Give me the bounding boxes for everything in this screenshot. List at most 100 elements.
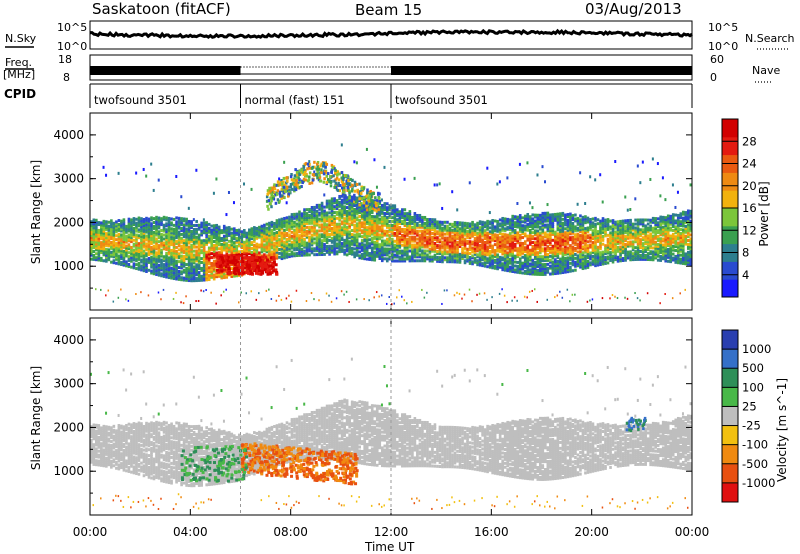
power-cell (345, 196, 349, 200)
power-cell (335, 244, 339, 248)
power-cell (448, 222, 452, 226)
power-cell (315, 237, 319, 241)
power-cell (260, 238, 264, 242)
power-cell (137, 224, 141, 228)
power-cell (275, 299, 278, 302)
power-cell (315, 247, 319, 251)
power-cell (147, 229, 151, 233)
power-cell (210, 252, 213, 256)
power-cell (100, 237, 103, 241)
power-cell (235, 238, 239, 242)
power-cell (145, 246, 148, 250)
power-cell (268, 237, 271, 241)
power-cell (248, 252, 251, 256)
power-cell (406, 239, 409, 243)
power-cell (245, 235, 249, 239)
power-cell (200, 249, 203, 253)
power-cell (348, 216, 351, 220)
power-cell (431, 247, 434, 251)
power-cell (167, 236, 171, 240)
power-cell (423, 255, 427, 259)
power-cell (308, 217, 311, 221)
power-cell (493, 219, 497, 223)
power-cell (305, 249, 309, 253)
power-cell (496, 253, 499, 257)
power-cell (195, 277, 198, 281)
power-cell (248, 240, 251, 244)
power-cell (403, 222, 407, 226)
power-cell (471, 222, 474, 226)
power-cell (330, 240, 334, 244)
power-cell (468, 242, 472, 246)
power-cell (140, 234, 143, 238)
power-cell (398, 251, 402, 255)
power-cell (416, 213, 419, 217)
power-cell (396, 208, 399, 212)
power-cell (288, 221, 291, 225)
power-cell (370, 252, 374, 256)
power-cell (205, 229, 208, 233)
power-cell (365, 220, 369, 224)
power-cell (205, 240, 208, 244)
power-cell (323, 223, 326, 227)
power-cell (120, 229, 123, 233)
power-cell (102, 245, 106, 249)
power-cell (591, 221, 595, 225)
power-cell (140, 264, 143, 268)
power-cell (549, 246, 552, 250)
power-cell (340, 228, 344, 232)
power-cell (280, 217, 284, 221)
power-cell (268, 229, 271, 233)
power-cell (115, 220, 118, 224)
power-cell (152, 266, 156, 270)
power-cell (313, 247, 316, 251)
power-cell (431, 259, 434, 263)
power-cell (303, 237, 306, 241)
power-cell (526, 244, 530, 248)
power-cell (511, 299, 513, 302)
power-cell (446, 244, 449, 248)
power-cell (468, 181, 471, 185)
power-cell (197, 227, 201, 231)
power-cell (157, 255, 161, 259)
power-cell (112, 259, 116, 263)
power-cell (393, 253, 397, 257)
power-cell (172, 229, 176, 233)
power-cell (130, 245, 133, 249)
power-cell (451, 250, 454, 254)
power-cell (438, 224, 442, 228)
power-cell (115, 257, 118, 261)
power-cell (155, 233, 158, 237)
power-cell (120, 241, 123, 245)
power-cell (285, 255, 289, 259)
power-cell (383, 215, 387, 219)
power-cell (207, 276, 211, 280)
power-cell (436, 232, 439, 236)
power-cell (230, 247, 234, 251)
power-cell (388, 296, 390, 299)
power-cell (393, 249, 397, 253)
power-cell (508, 218, 512, 222)
power-cell (350, 221, 354, 225)
power-cell (325, 199, 329, 203)
power-cell (172, 265, 176, 269)
power-cell (461, 253, 464, 257)
power-cell (315, 253, 319, 257)
power-cell (142, 255, 146, 259)
power-cell (396, 249, 399, 253)
power-cell (293, 230, 296, 234)
power-cell (391, 245, 394, 249)
power-cell (426, 223, 429, 227)
power-cell (360, 223, 364, 227)
power-cell (288, 217, 291, 221)
power-cell (130, 265, 133, 269)
power-cell (142, 245, 146, 249)
power-cell (476, 263, 479, 267)
power-cell (428, 218, 432, 222)
power-cell (190, 255, 193, 259)
power-cell (478, 237, 482, 241)
power-cell (303, 212, 306, 216)
power-cell (599, 219, 602, 223)
power-cell (358, 220, 361, 224)
power-cell (365, 147, 368, 151)
